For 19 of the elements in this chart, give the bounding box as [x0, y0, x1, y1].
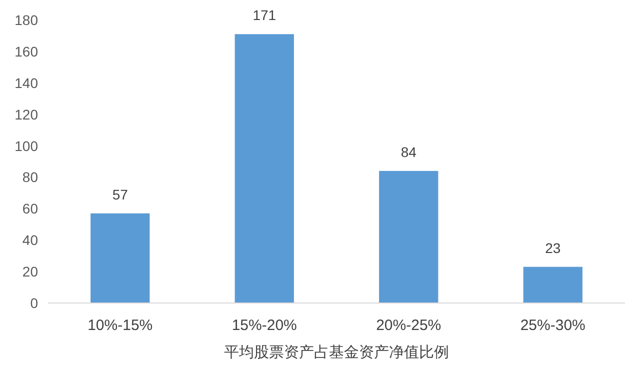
- x-axis-title: 平均股票资产占基金资产净值比例: [224, 344, 449, 361]
- x-tick-label: 15%-20%: [232, 317, 297, 334]
- y-tick-label: 80: [22, 169, 38, 186]
- x-tick-label: 25%-30%: [520, 317, 586, 334]
- data-label: 84: [400, 144, 417, 160]
- y-tick-label: 160: [14, 43, 38, 60]
- y-tick-label: 140: [14, 74, 38, 91]
- y-tick-label: 20: [22, 264, 38, 280]
- data-label: 23: [545, 240, 561, 256]
- y-tick-label: 0: [30, 295, 38, 311]
- y-tick-label: 120: [14, 106, 38, 122]
- y-tick-label: 100: [14, 138, 38, 154]
- x-tick-label: 10%-15%: [88, 317, 153, 334]
- y-tick-label: 180: [14, 12, 38, 28]
- data-label: 57: [112, 186, 128, 202]
- x-tick-label: 20%-25%: [376, 317, 442, 334]
- data-label: 171: [252, 7, 276, 24]
- y-tick-label: 40: [22, 232, 38, 248]
- y-tick-label: 60: [22, 200, 38, 217]
